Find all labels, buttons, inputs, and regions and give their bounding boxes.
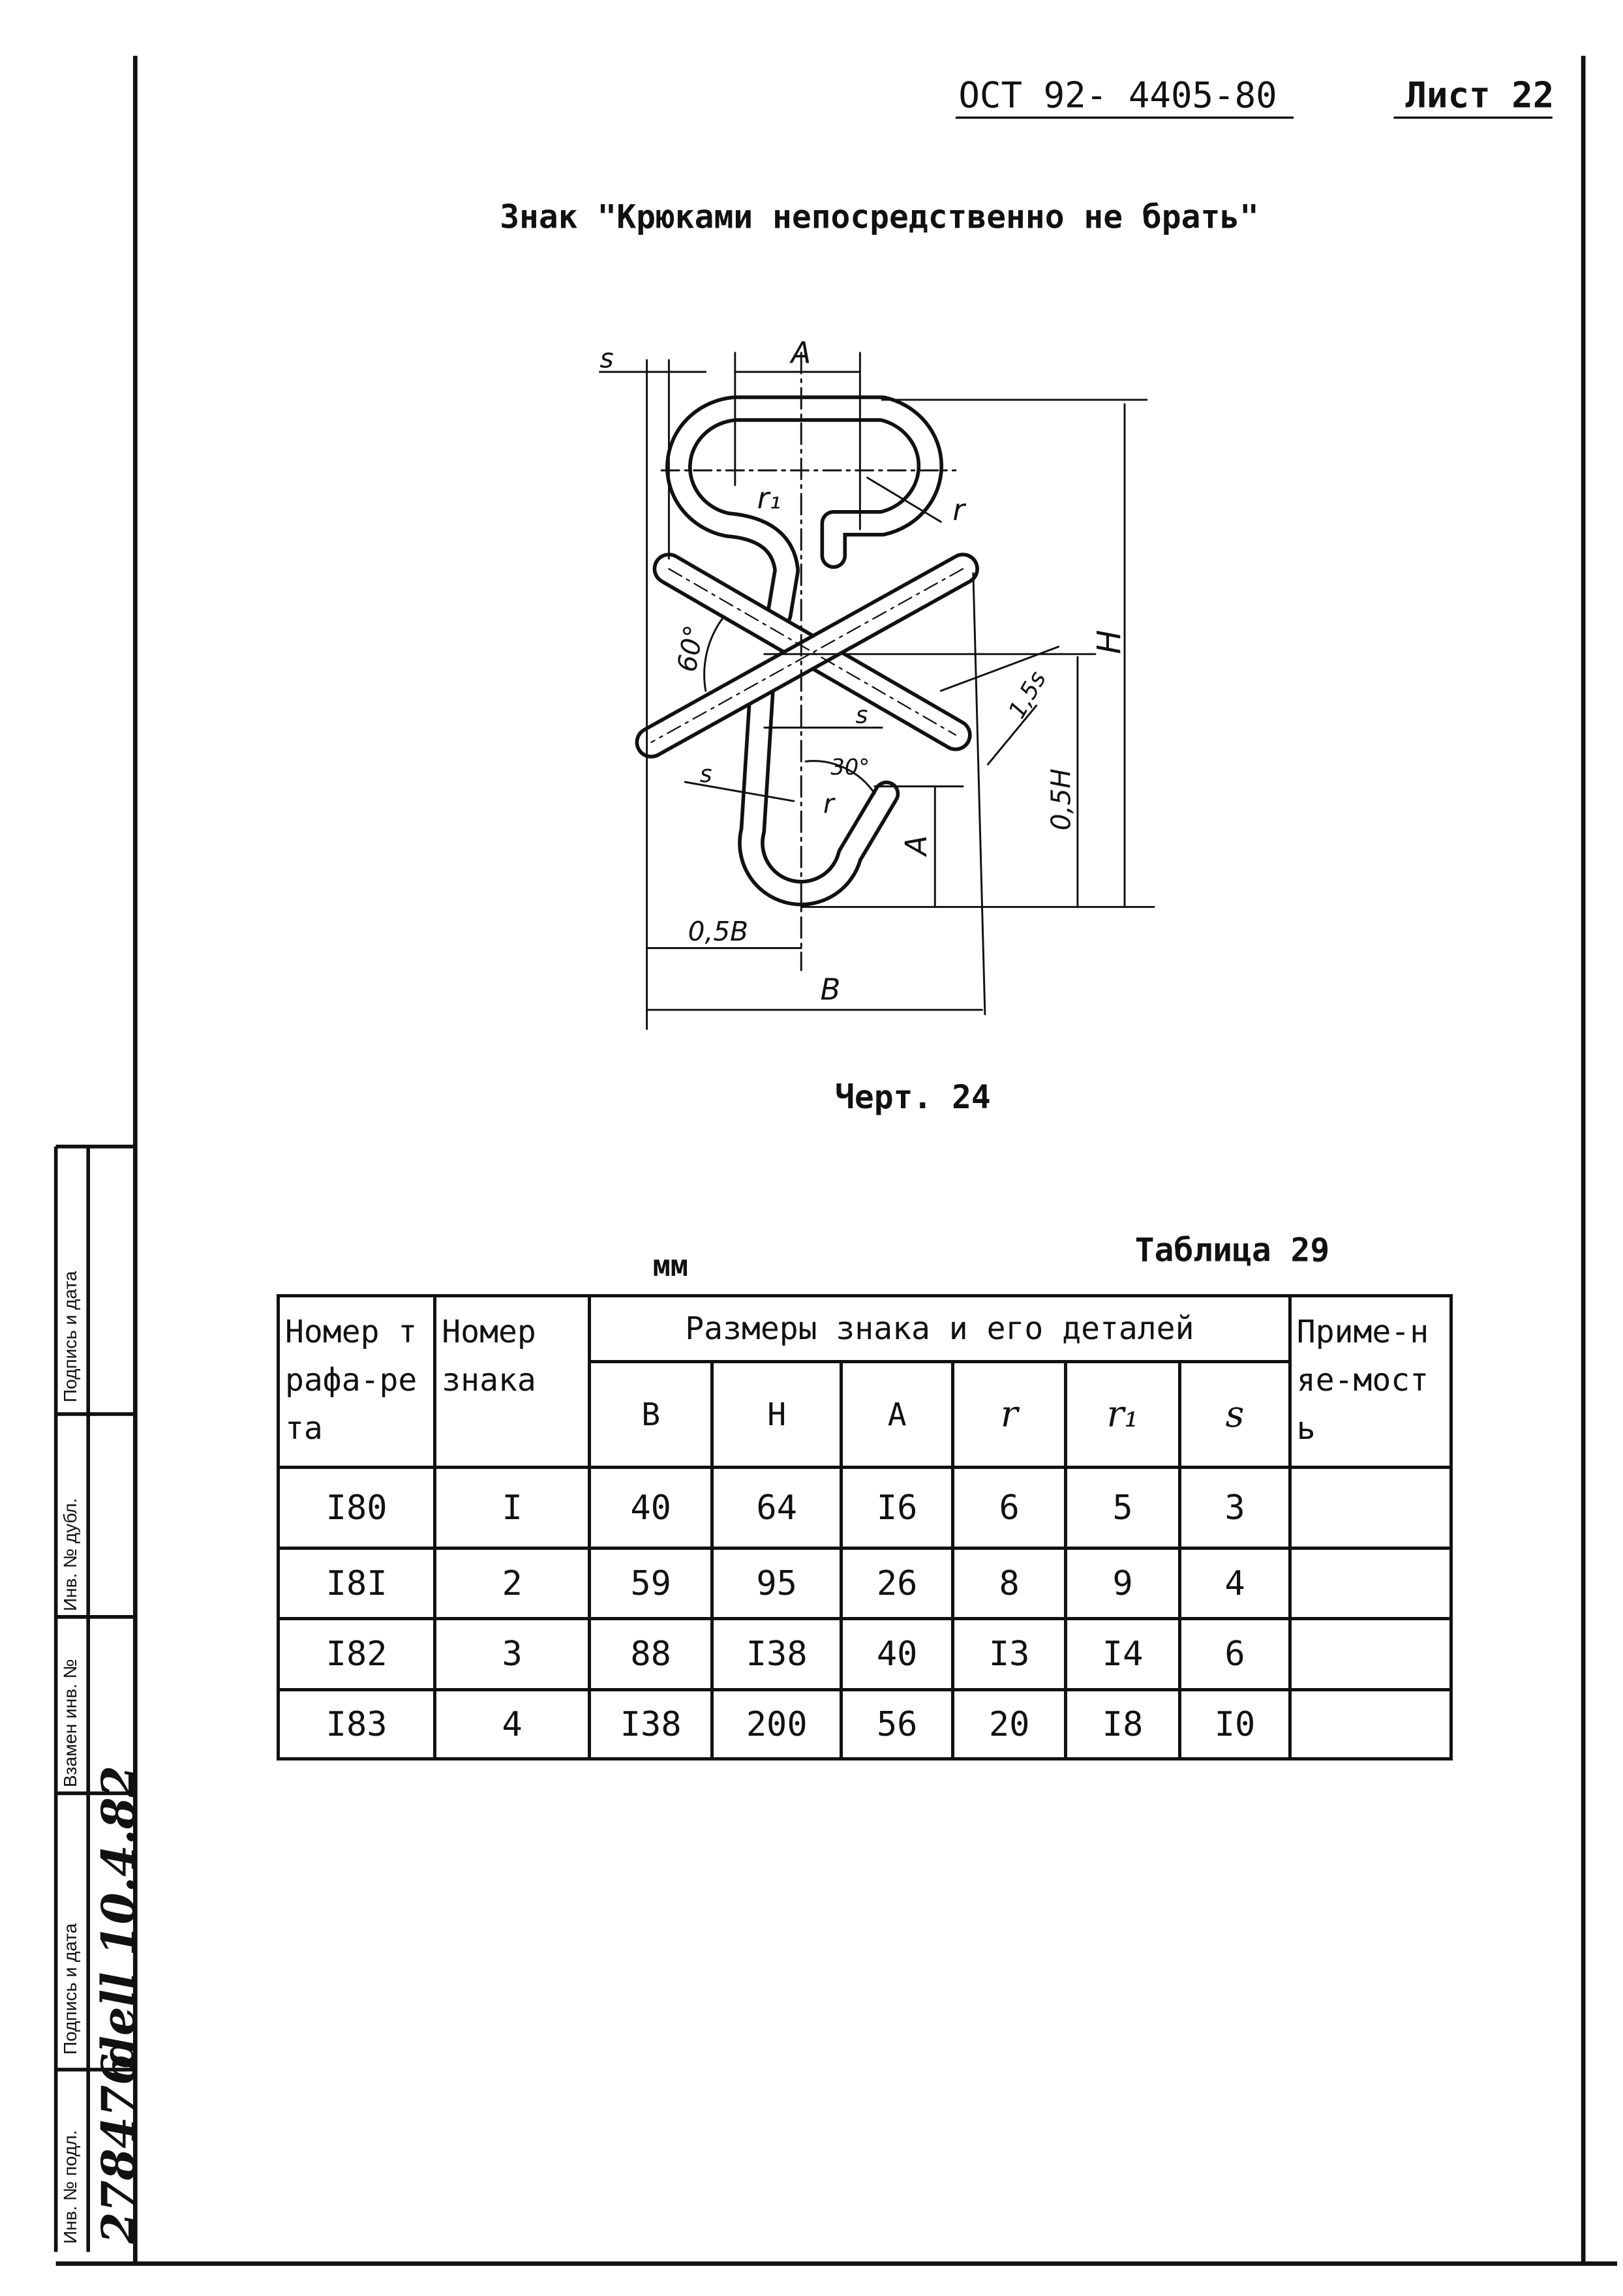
cell-sign: 2 — [433, 1547, 591, 1620]
cell-stencil: I82 — [276, 1617, 437, 1691]
sheet-number: Лист 22 — [1405, 75, 1554, 116]
dimension-lines — [599, 352, 1155, 1030]
cell-b: 40 — [587, 1466, 714, 1550]
header-dim-r1: r₁ — [1063, 1360, 1182, 1469]
dim-label-s-top: s — [599, 342, 613, 374]
cell-stencil: I8I — [276, 1547, 437, 1620]
cell-applicability — [1288, 1688, 1453, 1760]
dim-label-s-low: s — [700, 761, 712, 788]
cell-r: 20 — [951, 1688, 1067, 1760]
cell-stencil: I80 — [276, 1466, 437, 1550]
cell-s: 3 — [1178, 1466, 1292, 1550]
cell-b: 59 — [587, 1547, 714, 1620]
stamp-field-duplicate-inventory: Инв. № дубл. — [60, 1498, 80, 1611]
cell-h: I38 — [710, 1617, 843, 1691]
cell-r: 6 — [951, 1466, 1067, 1550]
dim-label-s-mid: s — [856, 702, 868, 729]
cell-b: I38 — [587, 1688, 714, 1760]
stamp-field-signature-date-1: Подпись и дата — [60, 1271, 80, 1402]
dimensions-table: Номер трафа-рета Номер знака Размеры зна… — [276, 1294, 1453, 1760]
stamp-field-original-inventory: Инв. № подл. — [60, 2130, 80, 2244]
side-stamp — [53, 1144, 136, 2252]
cell-r1: I8 — [1063, 1688, 1182, 1760]
handwritten-signature-date: dell 10.4.82 — [91, 1765, 145, 2068]
header-sign-number: Номер знака — [433, 1294, 591, 1469]
stamp-field-replaced-inventory: Взамен инв. № — [60, 1659, 80, 1787]
dim-label-r1: r₁ — [757, 481, 781, 516]
header-dim-h: H — [710, 1360, 843, 1469]
dim-label-b: B — [821, 972, 841, 1006]
cross-bars — [635, 552, 979, 759]
cell-b: 88 — [587, 1617, 714, 1691]
cell-r1: 5 — [1063, 1466, 1182, 1550]
table-caption: Таблица 29 — [1135, 1231, 1329, 1269]
cell-sign: 3 — [433, 1617, 591, 1691]
sign-drawing: s A r₁ r 60° H 1,5s s 0,5H s 30° r A 0,5… — [599, 336, 1155, 1030]
cell-h: 200 — [710, 1688, 843, 1760]
dim-label-r-low: r — [823, 788, 836, 819]
dim-label-1-5s: 1,5s — [1003, 667, 1052, 723]
dim-label-h: H — [1090, 630, 1128, 654]
cell-h: 95 — [710, 1547, 843, 1620]
handwritten-inventory-number: 278476 — [91, 2053, 145, 2244]
dim-label-half-h: 0,5H — [1046, 768, 1077, 830]
hook-shape — [665, 395, 944, 907]
cell-applicability — [1288, 1466, 1453, 1550]
cell-a: 56 — [839, 1688, 955, 1760]
cell-a: I6 — [839, 1466, 955, 1550]
page-title: Знак "Крюками непосредственно не брать" — [500, 198, 1259, 235]
stamp-field-signature-date-2: Подпись и дата — [60, 1923, 80, 2055]
cell-s: 4 — [1178, 1547, 1292, 1620]
header-dim-b: B — [587, 1360, 714, 1469]
cell-r: I3 — [951, 1617, 1067, 1691]
cell-r1: I4 — [1063, 1617, 1182, 1691]
dim-label-a-low: A — [899, 836, 933, 858]
cell-a: 26 — [839, 1547, 955, 1620]
cell-applicability — [1288, 1617, 1453, 1691]
cell-h: 64 — [710, 1466, 843, 1550]
cell-a: 40 — [839, 1617, 955, 1691]
cell-r: 8 — [951, 1547, 1067, 1620]
cell-sign: 4 — [433, 1688, 591, 1760]
table-row: I80 I 40 64 I6 6 5 3 — [276, 1466, 1453, 1550]
table-row: I82 3 88 I38 40 I3 I4 6 — [276, 1617, 1453, 1691]
cell-stencil: I83 — [276, 1688, 437, 1760]
dim-label-angle-30: 30° — [830, 755, 870, 780]
cell-sign: I — [433, 1466, 591, 1550]
header-stencil-number: Номер трафа-рета — [276, 1294, 437, 1469]
table-unit: мм — [653, 1248, 688, 1283]
header-dim-s: s — [1178, 1360, 1292, 1469]
dim-label-half-b: 0,5B — [688, 916, 748, 947]
header-dimensions-group: Размеры знака и его деталей — [587, 1294, 1292, 1363]
cell-applicability — [1288, 1547, 1453, 1620]
cell-r1: 9 — [1063, 1547, 1182, 1620]
cell-s: I0 — [1178, 1688, 1292, 1760]
cell-s: 6 — [1178, 1617, 1292, 1691]
header-dim-r: r — [951, 1360, 1067, 1469]
standard-number: ОСТ 92- 4405-80 — [958, 75, 1277, 116]
header-dim-a: A — [839, 1360, 955, 1469]
header-applicability: Приме-няе-мость — [1288, 1294, 1453, 1469]
dim-label-r-top: r — [952, 493, 966, 528]
dim-label-a-top: A — [789, 336, 811, 370]
drawing-caption: Черт. 24 — [835, 1078, 991, 1116]
table-row: I8I 2 59 95 26 8 9 4 — [276, 1547, 1453, 1620]
table-row: I83 4 I38 200 56 20 I8 I0 — [276, 1688, 1453, 1760]
